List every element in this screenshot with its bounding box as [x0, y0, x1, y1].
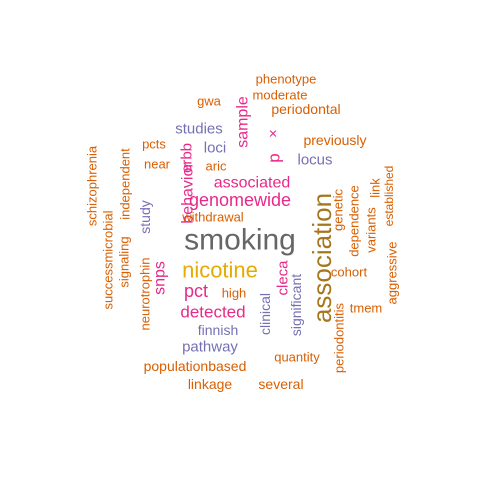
word-established: established	[382, 166, 396, 227]
word-association: association	[307, 193, 337, 323]
word-associated: associated	[214, 175, 291, 192]
word-high: high	[222, 286, 247, 301]
word-previously: previously	[303, 132, 366, 148]
word-neurotrophin: neurotrophin	[138, 258, 153, 331]
word-tmem: tmem	[350, 301, 383, 316]
word-phenotype: phenotype	[256, 72, 317, 87]
word-periodontal: periodontal	[271, 101, 340, 117]
word-several: several	[258, 376, 303, 392]
word-finnish: finnish	[198, 322, 238, 338]
word-periodontitis: periodontitis	[332, 302, 347, 373]
word-significant: significant	[288, 274, 304, 336]
word-schizophrenia: schizophrenia	[85, 145, 100, 226]
word-genomewide: genomewide	[189, 190, 291, 210]
word-detected: detected	[180, 303, 245, 322]
word-behavior: behavior	[180, 162, 197, 224]
word-near: near	[144, 157, 171, 172]
word-p: p	[265, 153, 284, 162]
word-pct: pct	[184, 281, 208, 301]
word-cohort: cohort	[331, 265, 368, 280]
word-erbb: erbb	[179, 143, 196, 173]
word-times-sign: ×	[269, 126, 278, 143]
word-sample: sample	[235, 96, 252, 148]
word-successmicrobial: successmicrobial	[101, 210, 116, 309]
word-studies: studies	[175, 121, 223, 138]
word-variants: variants	[364, 207, 379, 253]
word-clinical: clinical	[257, 293, 273, 335]
word-loci: loci	[204, 140, 227, 157]
word-link: link	[368, 178, 383, 198]
word-linkage: linkage	[188, 376, 233, 392]
word-quantity: quantity	[274, 350, 320, 365]
word-independent: independent	[118, 148, 133, 220]
word-signaling: signaling	[117, 236, 132, 287]
word-pathway: pathway	[182, 339, 238, 356]
word-genetic: genetic	[331, 189, 346, 231]
word-moderate: moderate	[253, 88, 308, 103]
word-aric: aric	[206, 159, 227, 174]
word-withdrawal: withdrawal	[181, 210, 244, 225]
word-locus: locus	[297, 152, 332, 169]
word-pcts: pcts	[142, 137, 166, 152]
word-populationbased: populationbased	[144, 358, 247, 374]
word-snps: snps	[152, 261, 169, 295]
word-study: study	[137, 200, 153, 233]
word-gwa: gwa	[197, 94, 222, 109]
word-aggressive: aggressive	[385, 242, 400, 305]
word-cleca: cleca	[275, 260, 292, 296]
word-dependence: dependence	[347, 185, 362, 257]
word-nicotine: nicotine	[182, 258, 258, 283]
word-smoking: smoking	[184, 224, 296, 257]
